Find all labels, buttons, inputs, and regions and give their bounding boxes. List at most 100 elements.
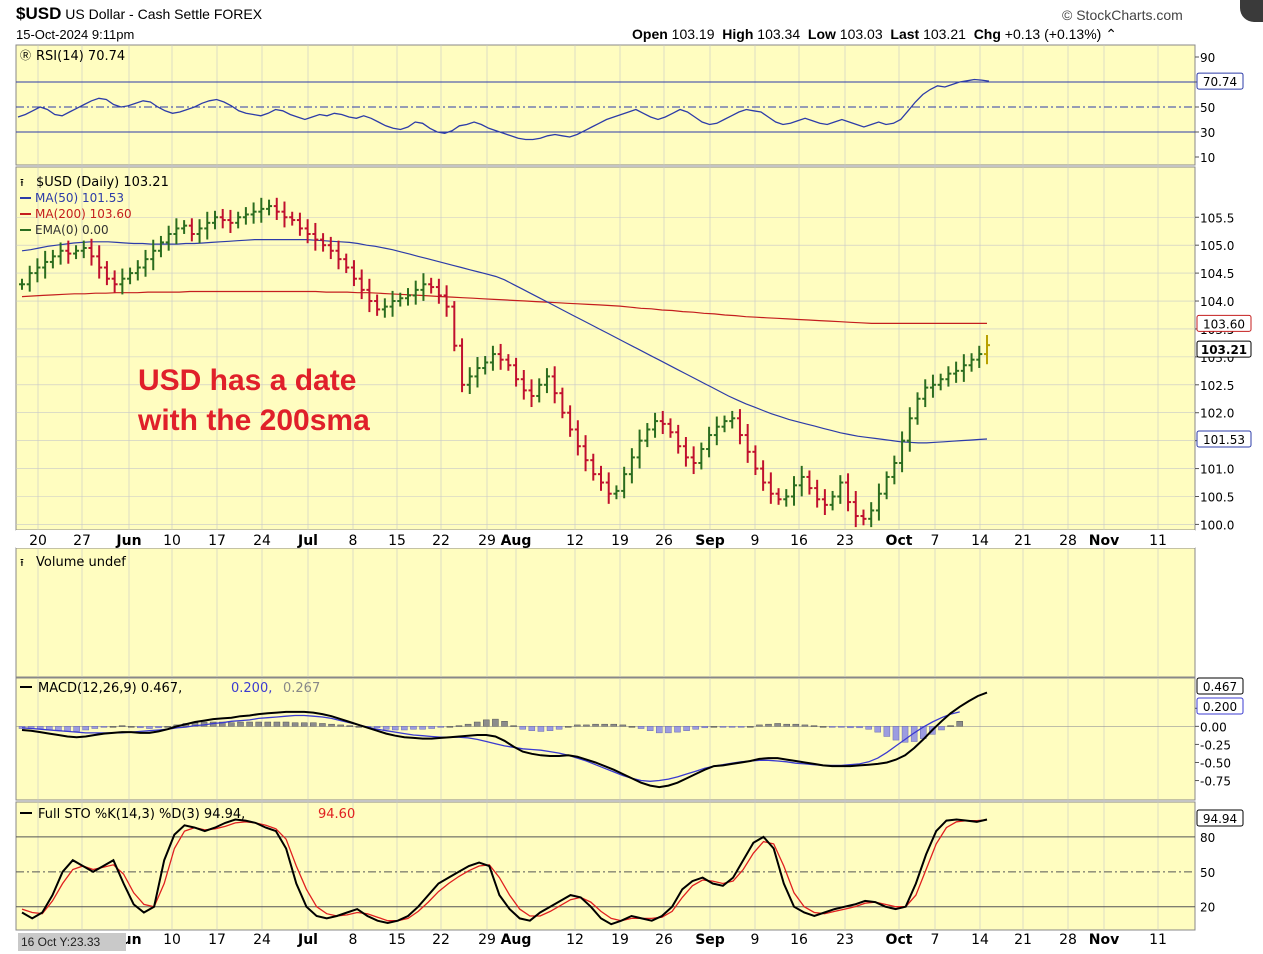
price-bar: [374, 294, 381, 316]
x-tick-label: 17: [208, 533, 226, 549]
macd-histogram-bar: [473, 721, 481, 727]
x-tick-label: 7: [931, 932, 940, 948]
macd-hist-label: 0.267: [283, 681, 320, 696]
price-title: $USD (Daily) 103.21: [36, 175, 169, 190]
x-tick-label: 22: [432, 533, 450, 549]
price-bar: [621, 466, 628, 499]
volume-settings-icon: ⭱: [20, 556, 24, 569]
sto-label: Full STO %K(14,3) %D(3) 94.94,: [38, 807, 245, 822]
x-tick-label: Nov: [1089, 533, 1119, 549]
rsi-tick-label: 30: [1200, 126, 1215, 140]
x-tick-label: Aug: [501, 932, 532, 948]
price-bar: [821, 489, 828, 516]
price-bar: [366, 278, 373, 313]
price-bar: [428, 277, 435, 294]
macd-histogram-bar: [419, 726, 426, 730]
x-tick-label: 7: [931, 533, 940, 549]
price-tick-label: 100.5: [1200, 490, 1234, 504]
rsi-tick-label: 50: [1200, 101, 1215, 115]
price-bar: [242, 207, 249, 225]
price-bar: [489, 345, 496, 371]
price-bar: [667, 418, 674, 438]
macd-histogram-bar: [747, 726, 754, 728]
macd-histogram-bar: [765, 723, 772, 727]
x-tick-label: Oct: [886, 533, 913, 549]
macd-histogram-bar: [455, 725, 463, 727]
price-bar: [497, 343, 504, 370]
price-bar: [320, 233, 327, 252]
price-bar: [559, 387, 566, 419]
macd-histogram-bar: [801, 724, 809, 727]
price-tick-label: 104.5: [1200, 267, 1234, 281]
x-tick-label: 12: [566, 932, 584, 948]
price-bar: [289, 211, 296, 226]
price-bar: [142, 249, 149, 277]
macd-histogram-bar: [146, 726, 153, 729]
x-tick-label: 24: [253, 932, 271, 948]
brand-logo[interactable]: © StockCharts.com: [1062, 7, 1183, 23]
price-bar: [435, 278, 442, 304]
macd-histogram-bar: [574, 724, 581, 727]
price-bar: [188, 218, 195, 242]
rsi-badge-value: 70.74: [1203, 75, 1237, 89]
x-tick-label: 20: [29, 533, 47, 549]
ma50-legend: MA(50) 101.53: [35, 191, 124, 205]
high-value: 103.34: [757, 26, 801, 42]
price-bar: [659, 410, 666, 435]
price-bar: [103, 261, 110, 286]
x-tick-label: 29: [478, 533, 496, 549]
price-bar: [405, 288, 411, 306]
price-bar: [466, 367, 473, 395]
price-settings-icon: ⭱: [20, 176, 24, 189]
x-tick-label: 23: [836, 932, 854, 948]
x-tick-label: 12: [566, 533, 584, 549]
macd-histogram-bar: [91, 726, 99, 729]
macd-histogram-bar: [264, 721, 272, 727]
price-bar: [551, 366, 558, 404]
price-tick-label: 100.0: [1200, 518, 1234, 532]
macd-histogram-bar: [665, 726, 672, 734]
price-bar: [543, 368, 550, 394]
price-bar: [899, 431, 906, 473]
price-bar: [775, 488, 782, 505]
sto-d-label: 94.60: [318, 807, 355, 822]
x-tick-label: 10: [163, 932, 181, 948]
price-bar: [605, 472, 612, 504]
price-bar: [196, 219, 203, 244]
price-bar: [157, 235, 164, 258]
price-bar: [273, 197, 280, 220]
price-bar: [613, 485, 620, 500]
macd-histogram-bar: [492, 718, 499, 727]
rsi-tick-label: 90: [1200, 51, 1215, 65]
macd-signal-badge: [1196, 697, 1244, 715]
macd-tick-label: -0.75: [1200, 775, 1231, 789]
macd-histogram-bar: [255, 721, 262, 727]
price-bar: [235, 211, 242, 229]
x-tick-label: 10: [163, 533, 181, 549]
macd-histogram-bar: [555, 726, 563, 730]
sto-panel-bg: [15, 801, 1196, 931]
price-bar: [914, 392, 921, 425]
ohlc-summary: Open 103.19 High 103.34 Low 103.03 Last …: [632, 26, 1117, 43]
macd-signal-line: [21, 711, 960, 782]
price-bar: [574, 420, 581, 456]
price-bar: [451, 301, 458, 352]
macd-histogram-bar: [118, 725, 126, 727]
price-tick-label: 101.0: [1200, 463, 1234, 477]
price-bar: [127, 267, 134, 285]
macd-histogram-bar: [719, 726, 727, 728]
price-bar: [397, 292, 404, 307]
x-tick-label: 15: [388, 932, 406, 948]
macd-histogram-bar: [501, 721, 508, 727]
macd-histogram-bar: [328, 723, 335, 727]
volume-label: Volume undef: [36, 555, 126, 570]
ma200-badge-value: 103.60: [1203, 317, 1245, 331]
price-bar: [598, 465, 604, 491]
price-bar: [88, 238, 95, 266]
macd-histogram-bar: [774, 723, 781, 727]
price-bar: [296, 212, 303, 236]
price-bar: [520, 370, 527, 400]
last-price-badge: [1196, 340, 1252, 358]
price-bar: [698, 442, 705, 470]
